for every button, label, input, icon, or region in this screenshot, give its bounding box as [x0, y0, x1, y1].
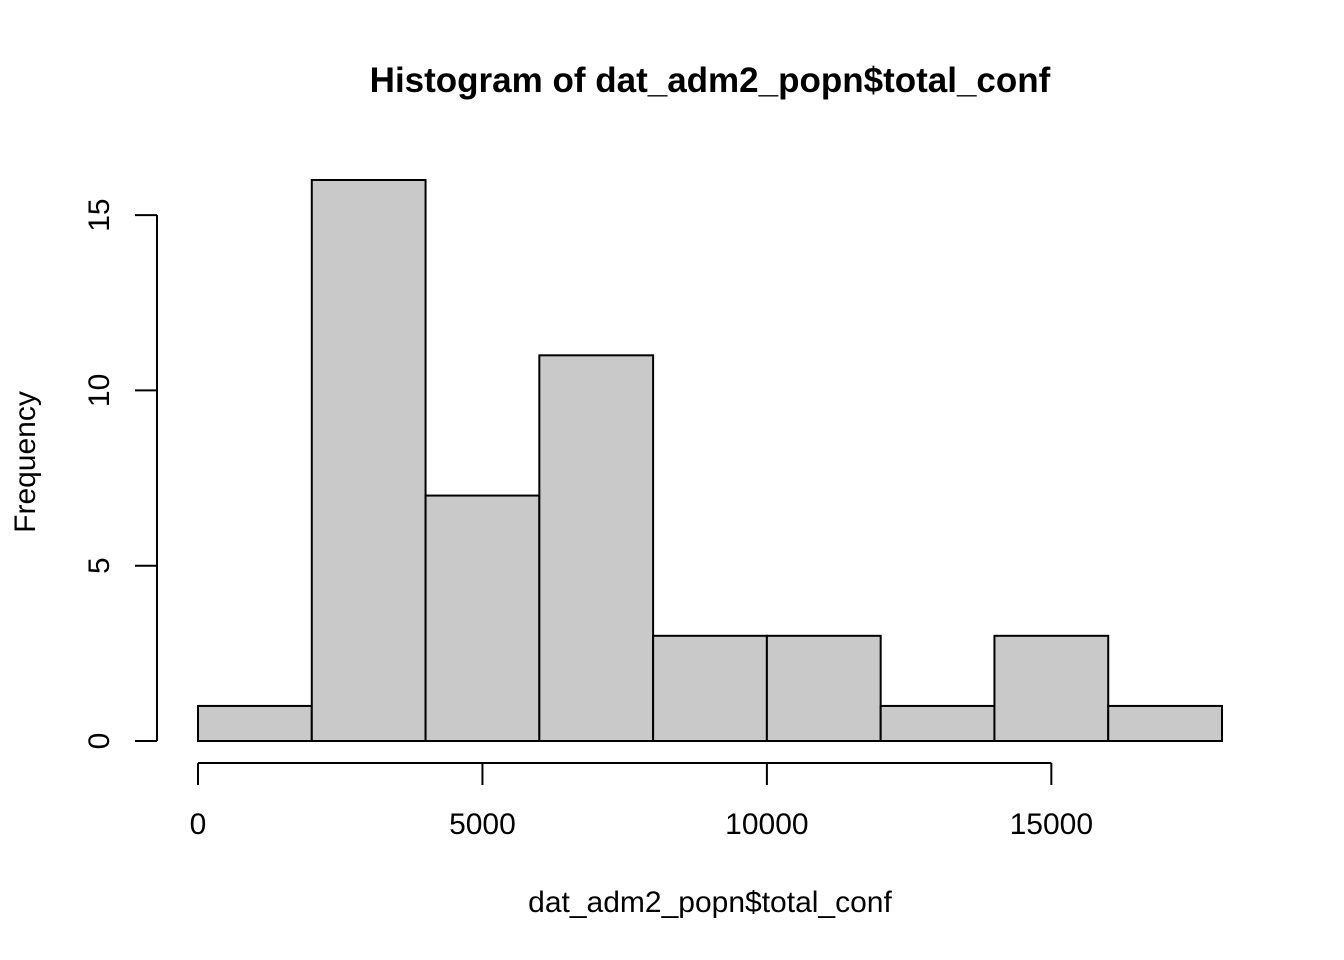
x-tick-label: 0 — [190, 808, 207, 841]
histogram-bar — [652, 634, 768, 742]
histogram-bar — [310, 179, 427, 742]
histogram-bar — [879, 704, 996, 742]
y-tick-label: 5 — [83, 557, 116, 574]
histogram-bar — [765, 634, 882, 742]
y-tick-label: 0 — [83, 733, 116, 750]
histogram-bar — [538, 354, 655, 742]
chart-title: Histogram of dat_adm2_popn$total_conf — [370, 61, 1051, 100]
histogram-bar — [424, 494, 541, 742]
x-tick-label: 15000 — [1010, 808, 1093, 841]
x-tick-label: 5000 — [449, 808, 516, 841]
y-axis-title: Frequency — [9, 391, 42, 533]
histogram-bar — [197, 704, 313, 742]
y-axis: 0 5 10 15 — [83, 198, 158, 750]
bars-group — [197, 179, 1223, 742]
x-tick-label: 10000 — [725, 808, 808, 841]
histogram-bar — [993, 634, 1110, 742]
x-axis-title: dat_adm2_popn$total_conf — [528, 886, 892, 919]
x-axis: 0 5000 10000 15000 — [190, 762, 1093, 841]
y-tick-label: 10 — [83, 374, 116, 407]
y-tick-label: 15 — [83, 198, 116, 231]
histogram-bar — [1107, 704, 1223, 742]
